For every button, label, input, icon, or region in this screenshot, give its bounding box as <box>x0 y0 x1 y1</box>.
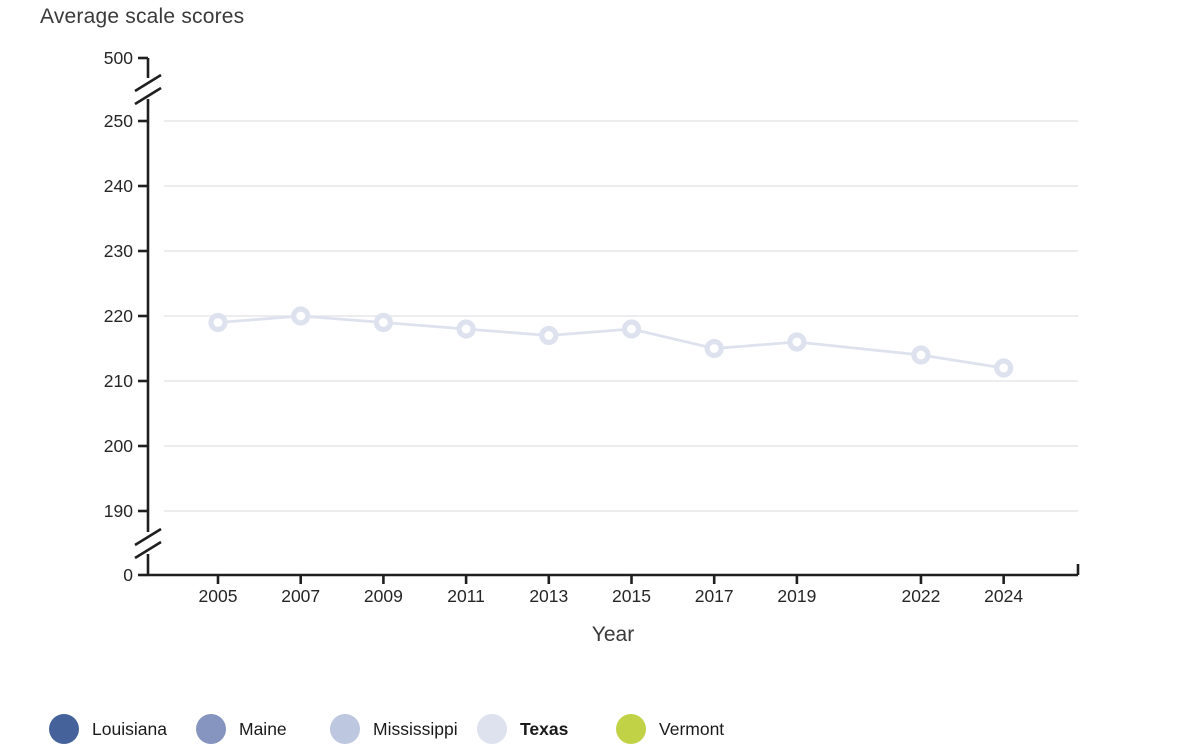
data-point-marker-texas[interactable] <box>291 306 311 326</box>
x-tick-label: 2019 <box>777 586 816 606</box>
legend-swatch-texas <box>477 714 507 744</box>
y-tick-label: 240 <box>104 176 133 196</box>
legend-swatch-vermont <box>616 714 646 744</box>
y-tick-label: 250 <box>104 111 133 131</box>
x-tick-label: 2022 <box>901 586 940 606</box>
legend-item-vermont[interactable]: Vermont <box>616 711 724 747</box>
series-line-texas <box>217 314 1004 370</box>
x-tick-label: 2017 <box>695 586 734 606</box>
data-point-marker-texas[interactable] <box>704 338 724 359</box>
data-point-marker-texas[interactable] <box>911 345 931 365</box>
y-axis-break-mark <box>134 527 162 547</box>
data-point-marker-texas[interactable] <box>621 319 642 339</box>
legend-label: Maine <box>239 718 287 739</box>
data-point-marker-texas[interactable] <box>539 325 559 346</box>
x-tick-label: 2013 <box>529 586 568 606</box>
legend-item-maine[interactable]: Maine <box>196 711 287 747</box>
y-axis-break-mark <box>134 73 162 93</box>
legend-swatch-maine <box>196 714 226 744</box>
y-tick-label: 210 <box>104 371 133 391</box>
legend-label: Vermont <box>659 718 725 739</box>
y-tick-label: 500 <box>104 48 133 68</box>
y-tick-label: 230 <box>104 241 133 261</box>
chart-legend: Louisiana Maine Mississippi Texas Vermont <box>0 711 1200 751</box>
x-tick-label: 2007 <box>281 586 320 606</box>
data-point-marker-texas[interactable] <box>994 358 1014 378</box>
legend-swatch-mississippi <box>330 714 360 744</box>
legend-item-texas[interactable]: Texas <box>477 711 568 747</box>
data-point-marker-texas[interactable] <box>373 312 393 333</box>
x-tick-label: 2005 <box>199 586 238 606</box>
chart-plot-area: 0 190 200 210 220 230 240 250 500 2005 2007 2009 201… <box>104 48 1080 646</box>
x-tick-label: 2011 <box>447 586 485 606</box>
y-tick-label: 190 <box>104 501 133 521</box>
x-tick-label: 2024 <box>984 586 1023 606</box>
legend-item-louisiana[interactable]: Louisiana <box>49 711 167 747</box>
legend-swatch-louisiana <box>49 714 79 744</box>
data-point-marker-texas[interactable] <box>208 312 228 333</box>
legend-label: Mississippi <box>373 718 458 739</box>
data-point-marker-texas[interactable] <box>787 332 807 352</box>
y-tick-label: 220 <box>104 306 133 326</box>
x-tick-label: 2009 <box>364 586 403 606</box>
legend-label: Louisiana <box>92 718 167 739</box>
data-point-marker-texas[interactable] <box>456 319 476 339</box>
chart-title: Average scale scores <box>40 5 245 28</box>
y-axis-break-mark <box>134 540 162 560</box>
legend-item-mississippi[interactable]: Mississippi <box>330 711 458 747</box>
y-tick-label: 0 <box>123 565 133 585</box>
x-tick-label: 2015 <box>612 586 651 606</box>
y-tick-label: 200 <box>104 436 133 456</box>
legend-label: Texas <box>520 718 569 739</box>
x-axis-title: Year <box>592 623 634 646</box>
y-axis-break-mark <box>134 86 162 106</box>
